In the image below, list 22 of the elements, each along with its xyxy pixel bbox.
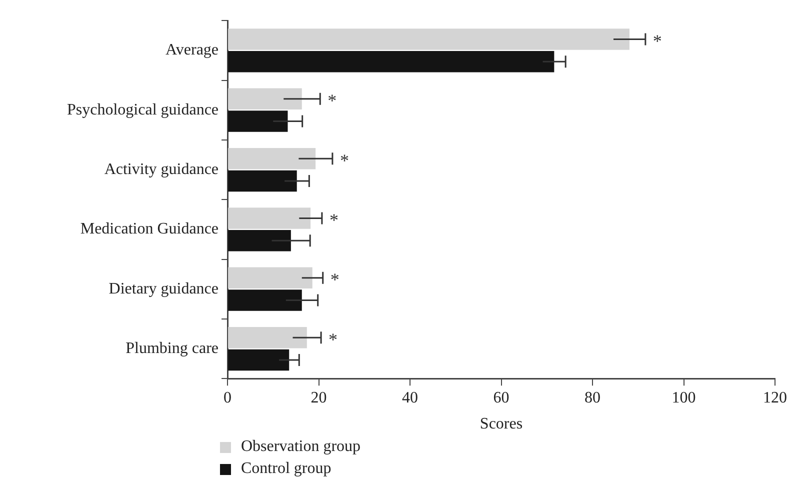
- y-tick-label: Dietary guidance: [108, 280, 219, 298]
- y-tick-label: Psychological guidance: [67, 101, 219, 118]
- x-tick-label: 80: [584, 389, 601, 406]
- x-tick-label: 100: [672, 389, 696, 406]
- y-tick-label: Medication Guidance: [80, 220, 219, 238]
- y-tick-label: Activity guidance: [104, 160, 219, 178]
- annotation: *: [652, 30, 662, 51]
- legend-label: Observation group: [241, 438, 361, 456]
- x-tick-label: 40: [402, 389, 418, 406]
- annotation: *: [328, 329, 338, 350]
- y-tick-label: Average: [166, 42, 219, 59]
- x-tick-label: 120: [763, 389, 787, 406]
- annotation: *: [330, 270, 340, 290]
- legend-label: Control group: [241, 460, 332, 478]
- y-tick-label: Plumbing care: [126, 340, 219, 357]
- x-tick-label: 20: [310, 389, 327, 406]
- annotation: *: [328, 90, 337, 111]
- x-axis-title: Scores: [480, 416, 523, 433]
- x-tick-label: 60: [493, 389, 510, 406]
- x-tick-label: 0: [224, 389, 232, 406]
- annotation: *: [329, 210, 338, 230]
- annotation: *: [340, 150, 349, 170]
